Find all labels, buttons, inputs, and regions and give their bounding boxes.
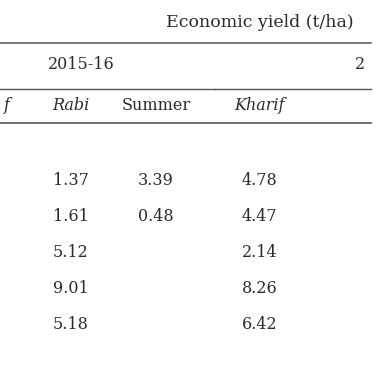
Text: 2.14: 2.14 xyxy=(242,244,277,261)
Text: 3.39: 3.39 xyxy=(138,172,174,190)
Text: 4.78: 4.78 xyxy=(242,172,277,190)
Text: 2: 2 xyxy=(355,55,365,73)
Text: 8.26: 8.26 xyxy=(242,280,277,297)
Text: Kharif: Kharif xyxy=(234,97,285,114)
Text: 6.42: 6.42 xyxy=(242,316,277,333)
Text: Rabi: Rabi xyxy=(52,97,89,114)
Text: 2015-16: 2015-16 xyxy=(48,55,115,73)
Text: 0.48: 0.48 xyxy=(138,208,173,225)
Text: 9.01: 9.01 xyxy=(52,280,88,297)
Text: f: f xyxy=(4,97,9,114)
Text: 4.47: 4.47 xyxy=(242,208,277,225)
Text: 5.12: 5.12 xyxy=(52,244,88,261)
Text: 5.18: 5.18 xyxy=(52,316,88,333)
Text: 1.61: 1.61 xyxy=(52,208,88,225)
Text: Summer: Summer xyxy=(121,97,190,114)
Text: 1.37: 1.37 xyxy=(52,172,88,190)
Text: Economic yield (t/ha): Economic yield (t/ha) xyxy=(166,14,353,31)
